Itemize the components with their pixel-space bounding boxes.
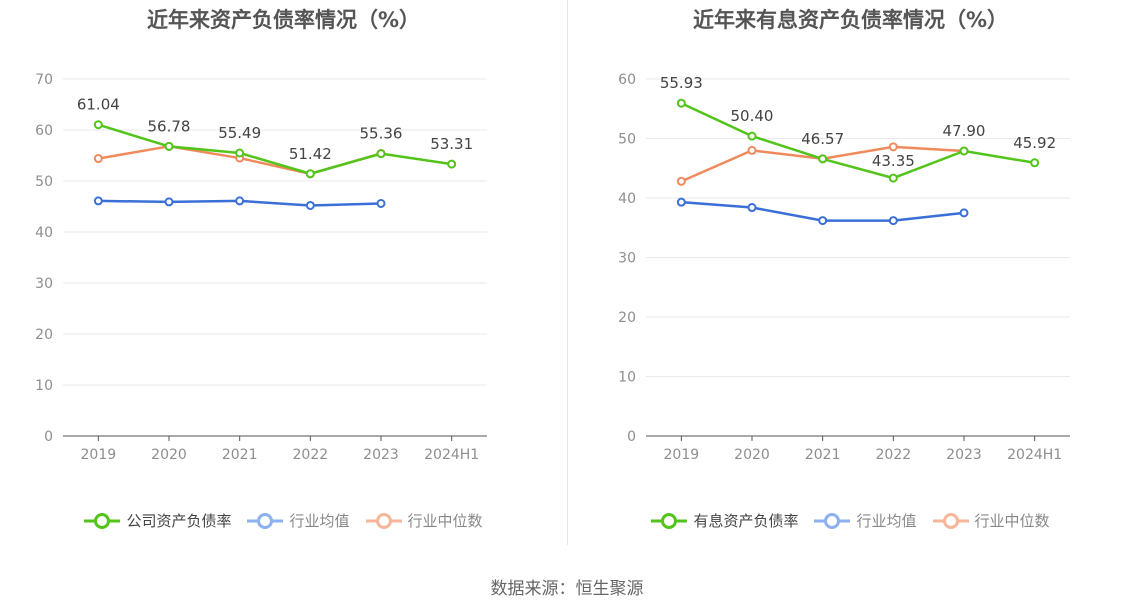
data-point	[1030, 158, 1040, 168]
legend-label: 公司资产负债率	[126, 512, 232, 530]
data-point	[888, 173, 898, 183]
y-tick-label: 0	[627, 429, 636, 445]
data-point	[376, 198, 386, 208]
x-tick-label: 2021	[222, 447, 258, 463]
data-source-note: 数据来源：恒生聚源	[490, 579, 644, 599]
legend-label: 行业中位数	[407, 512, 483, 530]
data-point	[235, 148, 245, 158]
data-point	[676, 176, 686, 186]
x-tick-label: 2021	[805, 447, 841, 463]
data-label: 51.42	[289, 145, 332, 163]
data-point	[305, 169, 315, 179]
data-label: 47.90	[943, 122, 986, 140]
legend-item[interactable]: 行业均值	[814, 510, 917, 531]
data-point	[93, 196, 103, 206]
y-tick-label: 50	[35, 174, 53, 190]
data-point	[676, 197, 686, 207]
data-label: 50.40	[731, 107, 774, 125]
panel-divider	[567, 0, 568, 545]
legend-label: 有息资产负债率	[693, 512, 799, 530]
legend-item[interactable]: 行业均值	[247, 510, 350, 531]
y-tick-label: 40	[35, 225, 53, 241]
legend-marker-icon	[651, 512, 688, 529]
data-point	[818, 216, 828, 226]
chart-panel-left: 近年来资产负债率情况（%） 0 10 20 30 40 50 60 70 2019 2020 202…	[0, 0, 567, 560]
series-line-0	[680, 102, 1035, 180]
chart-title: 近年来资产负债率情况（%）	[146, 8, 421, 32]
legend-item[interactable]: 有息资产负债率	[651, 510, 798, 531]
data-point	[164, 141, 174, 151]
data-point	[959, 146, 969, 156]
x-tick-label: 2024H1	[424, 447, 479, 463]
series-line-0	[97, 123, 452, 176]
data-label: 43.35	[872, 152, 915, 170]
data-point	[747, 145, 757, 155]
legend-label: 行业均值	[856, 512, 917, 530]
x-tick-label: 2022	[293, 447, 329, 463]
x-tick-label: 2023	[946, 447, 982, 463]
data-point	[747, 131, 757, 141]
data-label: 56.78	[148, 117, 191, 135]
line-chart-right: 0 10 20 30 40 50 60 2019 2020 2021 2022 2023 2024H1 5…	[618, 72, 1070, 463]
data-point	[888, 142, 898, 152]
chart-panel-right: 近年来有息资产负债率情况（%） 0 10 20 30 40 50 60 2019 2020 202…	[567, 0, 1134, 560]
legend-marker-icon	[247, 512, 284, 529]
data-point	[164, 197, 174, 207]
data-point	[305, 200, 315, 210]
series-line-2	[680, 145, 965, 183]
x-tick-label: 2019	[664, 447, 700, 463]
data-point	[818, 154, 828, 164]
y-tick-label: 20	[618, 310, 636, 326]
y-tick-label: 60	[618, 72, 636, 88]
legend-marker-icon	[365, 512, 402, 529]
legend-marker-icon	[932, 512, 969, 529]
data-label: 55.49	[218, 124, 261, 142]
data-point	[447, 159, 457, 169]
data-point	[235, 196, 245, 206]
legend-item[interactable]: 行业中位数	[932, 510, 1050, 531]
y-tick-label: 70	[35, 72, 53, 88]
data-point	[888, 216, 898, 226]
legend-marker-icon	[84, 512, 121, 529]
data-point	[93, 120, 103, 130]
legend-label: 行业中位数	[974, 512, 1050, 530]
data-label: 46.57	[801, 130, 844, 148]
legend-marker-icon	[814, 512, 851, 529]
data-label: 45.92	[1013, 134, 1056, 152]
y-tick-label: 10	[618, 370, 636, 386]
x-tick-label: 2022	[876, 447, 912, 463]
data-point	[93, 154, 103, 164]
x-tick-label: 2023	[363, 447, 399, 463]
x-tick-label: 2020	[734, 447, 770, 463]
legend-label: 行业均值	[289, 512, 350, 530]
x-tick-label: 2020	[151, 447, 187, 463]
legend: 公司资产负债率 行业均值 行业中位数	[0, 510, 567, 531]
data-label: 55.93	[660, 74, 703, 92]
y-tick-label: 50	[618, 132, 636, 148]
y-tick-label: 30	[35, 276, 53, 292]
y-tick-label: 60	[35, 123, 53, 139]
data-point	[676, 98, 686, 108]
y-tick-label: 30	[618, 251, 636, 267]
data-point	[959, 208, 969, 218]
data-label: 55.36	[360, 125, 403, 143]
data-label: 53.31	[430, 135, 473, 153]
y-tick-label: 10	[35, 378, 53, 394]
y-tick-label: 0	[44, 429, 53, 445]
legend: 有息资产负债率 行业均值 行业中位数	[567, 510, 1134, 531]
legend-item[interactable]: 行业中位数	[365, 510, 483, 531]
data-label: 61.04	[77, 96, 120, 114]
chart-title: 近年来有息资产负债率情况（%）	[692, 8, 1009, 32]
line-chart-left: 0 10 20 30 40 50 60 70 2019 2020 2021 2022 2023 2024H…	[35, 72, 487, 463]
y-tick-label: 20	[35, 327, 53, 343]
data-point	[747, 203, 757, 213]
data-point	[376, 149, 386, 159]
y-tick-label: 40	[618, 191, 636, 207]
x-tick-label: 2019	[81, 447, 117, 463]
legend-item[interactable]: 公司资产负债率	[84, 510, 231, 531]
x-tick-label: 2024H1	[1007, 447, 1062, 463]
